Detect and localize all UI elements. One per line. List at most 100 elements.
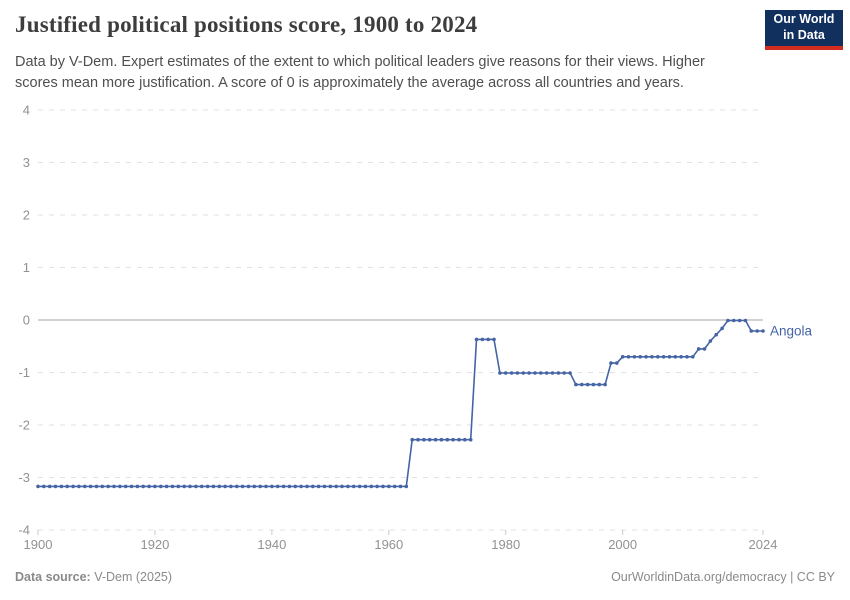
- data-point[interactable]: [176, 484, 181, 489]
- data-point[interactable]: [100, 484, 105, 489]
- data-point[interactable]: [761, 329, 765, 333]
- data-point[interactable]: [574, 382, 578, 387]
- data-point[interactable]: [562, 371, 566, 375]
- data-point[interactable]: [153, 484, 157, 489]
- data-point[interactable]: [36, 484, 40, 489]
- data-point[interactable]: [398, 484, 403, 489]
- data-point[interactable]: [363, 484, 368, 489]
- data-point[interactable]: [270, 484, 274, 489]
- data-point[interactable]: [42, 484, 46, 489]
- data-point[interactable]: [509, 371, 514, 375]
- data-point[interactable]: [492, 337, 496, 342]
- data-point[interactable]: [123, 484, 128, 489]
- data-point[interactable]: [94, 484, 99, 489]
- data-point[interactable]: [708, 339, 713, 343]
- data-point[interactable]: [322, 484, 327, 489]
- data-point[interactable]: [404, 484, 409, 489]
- data-point[interactable]: [375, 484, 379, 489]
- data-point[interactable]: [205, 484, 210, 489]
- data-point[interactable]: [656, 355, 660, 359]
- data-point[interactable]: [305, 484, 309, 489]
- data-point[interactable]: [620, 355, 625, 359]
- data-point[interactable]: [141, 484, 145, 489]
- data-point[interactable]: [550, 371, 555, 375]
- data-point[interactable]: [451, 437, 455, 442]
- data-point[interactable]: [468, 437, 473, 442]
- data-point[interactable]: [199, 484, 204, 489]
- data-point[interactable]: [229, 484, 233, 489]
- data-point[interactable]: [293, 484, 298, 489]
- data-point[interactable]: [59, 484, 64, 489]
- data-point[interactable]: [194, 484, 198, 489]
- data-point[interactable]: [632, 355, 637, 359]
- entity-label-angola[interactable]: Angola: [770, 324, 813, 339]
- data-point[interactable]: [346, 484, 350, 489]
- data-point[interactable]: [679, 355, 683, 359]
- data-point[interactable]: [71, 484, 75, 489]
- data-point[interactable]: [691, 355, 695, 359]
- data-point[interactable]: [463, 437, 467, 442]
- data-point[interactable]: [392, 484, 397, 489]
- data-point[interactable]: [603, 382, 607, 387]
- data-point[interactable]: [626, 355, 631, 359]
- data-point[interactable]: [433, 437, 438, 442]
- data-point[interactable]: [357, 484, 362, 489]
- data-point[interactable]: [264, 484, 268, 489]
- data-point[interactable]: [112, 484, 116, 489]
- data-point[interactable]: [638, 355, 642, 359]
- data-point[interactable]: [381, 484, 385, 489]
- data-point[interactable]: [164, 484, 169, 489]
- series-line-angola[interactable]: [38, 319, 763, 488]
- data-point[interactable]: [585, 382, 590, 387]
- data-point[interactable]: [714, 332, 718, 337]
- data-point[interactable]: [129, 484, 134, 489]
- data-point[interactable]: [696, 347, 701, 351]
- data-point[interactable]: [661, 355, 666, 359]
- data-point[interactable]: [170, 484, 175, 489]
- data-point[interactable]: [609, 361, 613, 365]
- data-point[interactable]: [720, 326, 724, 331]
- data-point[interactable]: [644, 355, 648, 359]
- data-point[interactable]: [182, 484, 186, 489]
- data-point[interactable]: [159, 484, 163, 489]
- data-point[interactable]: [275, 484, 280, 489]
- data-point[interactable]: [544, 371, 549, 375]
- data-point[interactable]: [422, 437, 426, 442]
- data-point[interactable]: [88, 484, 93, 489]
- data-point[interactable]: [749, 329, 754, 333]
- data-point[interactable]: [445, 437, 450, 442]
- data-point[interactable]: [340, 484, 344, 489]
- data-point[interactable]: [147, 484, 151, 489]
- data-point[interactable]: [726, 318, 730, 323]
- data-point[interactable]: [316, 484, 321, 489]
- data-point[interactable]: [556, 371, 561, 375]
- data-point[interactable]: [498, 371, 502, 375]
- data-point[interactable]: [650, 355, 654, 359]
- data-point[interactable]: [106, 484, 110, 489]
- data-point[interactable]: [743, 318, 748, 323]
- data-point[interactable]: [77, 484, 81, 489]
- data-point[interactable]: [615, 361, 619, 365]
- data-point[interactable]: [533, 371, 537, 375]
- data-point[interactable]: [591, 382, 596, 387]
- data-point[interactable]: [369, 484, 374, 489]
- owid-logo[interactable]: Our World in Data: [765, 10, 843, 50]
- data-point[interactable]: [737, 318, 742, 323]
- data-point[interactable]: [281, 484, 286, 489]
- data-point[interactable]: [667, 355, 672, 359]
- data-point[interactable]: [427, 437, 432, 442]
- data-point[interactable]: [439, 437, 444, 442]
- data-point[interactable]: [299, 484, 303, 489]
- data-point[interactable]: [188, 484, 192, 489]
- data-point[interactable]: [217, 484, 222, 489]
- data-point[interactable]: [673, 355, 678, 359]
- data-point[interactable]: [235, 484, 239, 489]
- data-point[interactable]: [515, 371, 520, 375]
- data-point[interactable]: [351, 484, 356, 489]
- data-point[interactable]: [334, 484, 339, 489]
- data-point[interactable]: [457, 437, 461, 442]
- data-point[interactable]: [240, 484, 245, 489]
- data-point[interactable]: [685, 355, 689, 359]
- data-point[interactable]: [387, 484, 391, 489]
